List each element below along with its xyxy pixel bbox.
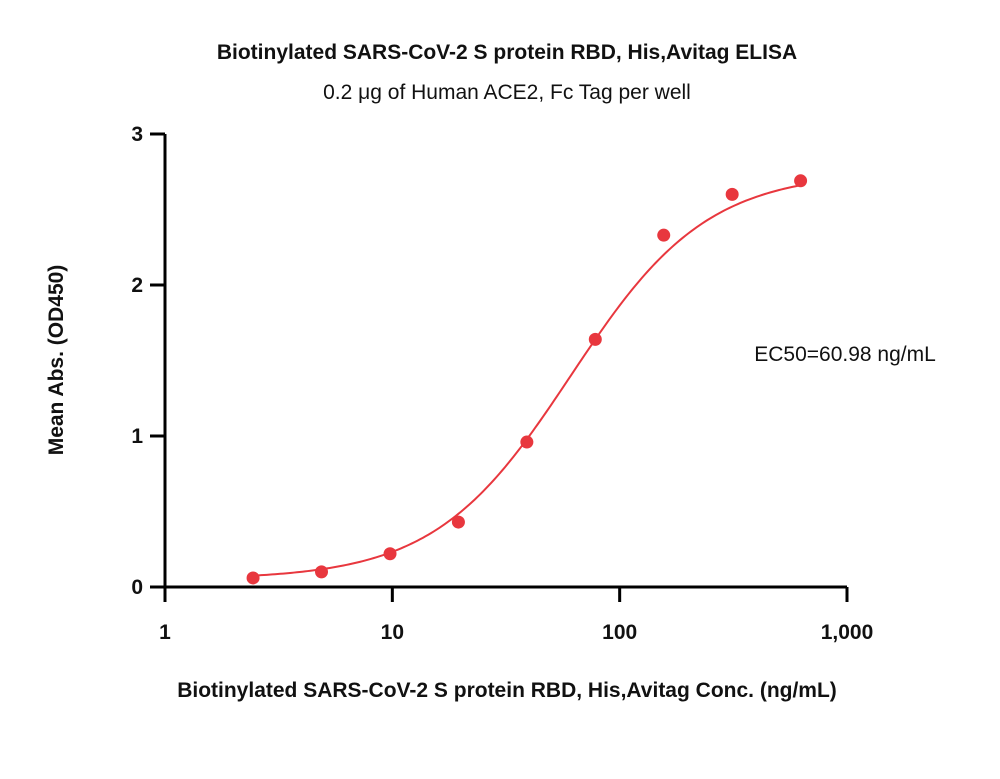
y-ticks: 0 1 2 3 (131, 123, 165, 599)
axes (163, 134, 847, 589)
data-point (725, 187, 739, 201)
chart-title: Biotinylated SARS-CoV-2 S protein RBD, H… (217, 41, 797, 64)
data-point (451, 515, 465, 529)
ec50-annotation: EC50=60.98 ng/mL (754, 343, 936, 366)
data-point (315, 565, 329, 579)
x-tick-label: 1 (159, 621, 171, 644)
y-tick-label: 0 (131, 576, 143, 599)
chart-subtitle: 0.2 μg of Human ACE2, Fc Tag per well (323, 81, 691, 104)
data-point (794, 174, 808, 188)
x-tick-label: 100 (602, 621, 637, 644)
fit-curve-layer (253, 184, 801, 577)
y-tick-label: 1 (131, 425, 143, 448)
data-points-layer (246, 174, 808, 585)
data-point (383, 547, 397, 561)
x-tick-label: 10 (381, 621, 404, 644)
data-point (588, 332, 602, 346)
data-point (246, 571, 260, 585)
data-point (520, 435, 534, 449)
fit-curve (253, 184, 801, 577)
y-tick-label: 3 (131, 123, 143, 146)
x-ticks: 1 10 100 1,000 (159, 587, 873, 644)
x-tick-label: 1,000 (821, 621, 874, 644)
data-point (657, 228, 671, 242)
x-axis-label: Biotinylated SARS-CoV-2 S protein RBD, H… (177, 679, 837, 702)
y-axis-label: Mean Abs. (OD450) (45, 265, 68, 456)
y-tick-label: 2 (131, 274, 143, 297)
